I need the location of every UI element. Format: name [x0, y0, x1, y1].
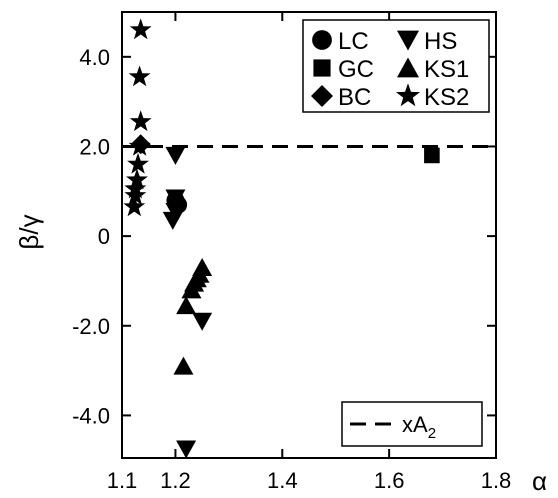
legend-marker-gc [313, 59, 330, 76]
legend-marker-lc [312, 30, 332, 50]
legend-label-hs: HS [424, 28, 457, 55]
point-ks2 [130, 18, 152, 39]
x-tick-label: 1.6 [374, 468, 405, 493]
legend-label-ks2: KS2 [424, 84, 469, 111]
point-hs [192, 313, 212, 331]
legend-label-bc: BC [338, 84, 371, 111]
y-tick-label: 2.0 [79, 134, 110, 159]
legend-label-ks1: KS1 [424, 56, 469, 83]
y-axis-label: β/γ [14, 214, 44, 249]
y-tick-label: 0 [98, 224, 110, 249]
point-ks2 [130, 110, 152, 131]
point-ks2 [129, 66, 151, 87]
legend-reference-label: xA [402, 412, 428, 437]
x-tick-label: 1.4 [267, 468, 298, 493]
x-tick-label: 1.1 [107, 468, 138, 493]
point-hs [165, 147, 185, 165]
point-ks2 [127, 153, 149, 174]
x-tick-label: 1.8 [481, 468, 512, 493]
legend-label-gc: GC [338, 56, 374, 83]
y-tick-label: 4.0 [79, 45, 110, 70]
point-hs [176, 441, 196, 459]
point-ks1 [173, 357, 193, 375]
x-axis-label: α [532, 466, 547, 496]
point-ks1 [192, 258, 212, 276]
legend-reference-subscript: 2 [428, 425, 436, 442]
point-ks2 [123, 196, 145, 217]
legend-label-lc: LC [338, 28, 369, 55]
y-tick-label: -4.0 [72, 403, 110, 428]
point-ks1 [176, 296, 196, 314]
point-hs [163, 212, 183, 230]
x-tick-label: 1.2 [160, 468, 191, 493]
legend-reference: xA2 [342, 402, 482, 446]
y-tick-label: -2.0 [72, 314, 110, 339]
point-gc [424, 148, 440, 164]
